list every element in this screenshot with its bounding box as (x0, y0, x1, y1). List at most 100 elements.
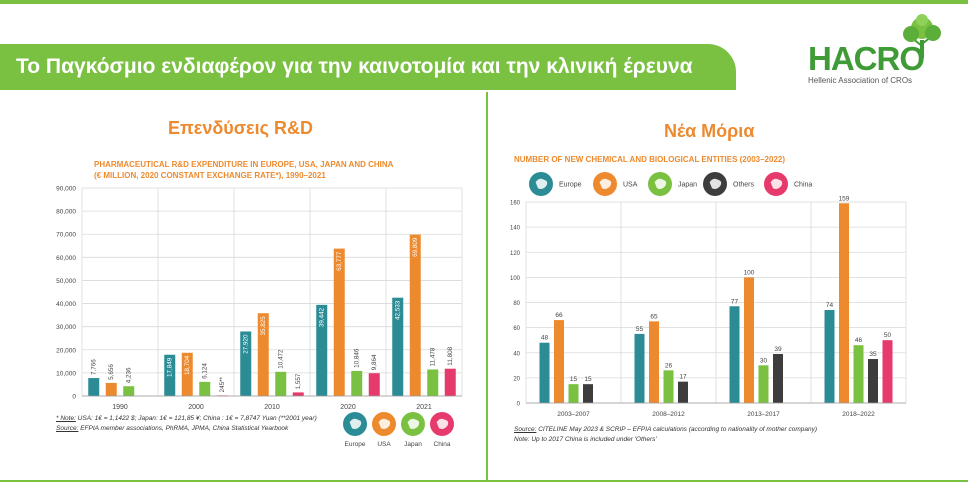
rd-source-label: Source: (56, 425, 79, 432)
bar-others (583, 384, 593, 403)
bottom-line (0, 480, 968, 482)
data-label: 48 (541, 335, 549, 342)
data-label: 42,533 (395, 300, 402, 320)
legend-japan-glyph (654, 178, 667, 189)
bar-others (868, 359, 878, 403)
bar-usa (333, 248, 345, 396)
y-tick-label: 20,000 (56, 347, 76, 354)
bar-japan (853, 345, 864, 403)
bar-china (368, 373, 380, 396)
bar-europe (88, 378, 100, 396)
data-label: 4,236 (126, 367, 133, 383)
data-label: 9,864 (371, 354, 378, 370)
y-tick-label: 30,000 (56, 324, 76, 331)
bar-japan (351, 370, 363, 396)
legend-others-glyph (709, 178, 722, 189)
bar-japan (568, 384, 579, 403)
data-label: 69,809 (412, 237, 419, 257)
nme-note-text: Note: Up to 2017 China is included under… (514, 436, 657, 443)
bar-europe (164, 354, 176, 396)
data-label: 5,656 (108, 364, 115, 380)
rd-note: * Note: USA: 1€ = 1,1422 $; Japan: 1€ = … (56, 414, 317, 434)
data-label: 6,124 (202, 363, 209, 379)
data-label: 66 (555, 312, 563, 319)
legend-europe-glyph (349, 418, 362, 429)
y-tick-label: 40,000 (56, 301, 76, 308)
data-label: 100 (744, 269, 755, 276)
bar-china (292, 392, 304, 396)
rd-heading: Επενδύσεις R&D (168, 118, 313, 138)
hacro-logo: HACRO Hellenic Association of CROs (808, 40, 958, 88)
legend-japan-label: Japan (678, 182, 697, 189)
bar-usa (554, 320, 564, 403)
y-tick-label: 90,000 (56, 186, 76, 193)
data-label: 10,846 (354, 348, 361, 368)
x-tick-label: 2003–2007 (557, 411, 590, 418)
y-tick-label: 50,000 (56, 278, 76, 285)
bar-usa (744, 277, 754, 403)
x-tick-label: 2008–2012 (652, 411, 685, 418)
bar-europe (729, 306, 740, 403)
rd-subtitle-line1: PHARMACEUTICAL R&D EXPENDITURE IN EUROPE… (94, 160, 394, 169)
bar-usa (105, 382, 117, 396)
data-label: 11,808 (447, 346, 454, 365)
bar-europe (240, 331, 252, 396)
y-tick-label: 40 (513, 351, 520, 357)
bar-japan (275, 371, 287, 396)
data-label: 10,472 (278, 349, 285, 369)
y-tick-label: 160 (510, 201, 521, 207)
rd-expenditure-chart: 0 10,000 20,000 30,000 40,000 50,000 60,000 70,… (56, 186, 463, 448)
rd-subtitle-line2: (€ MILLION, 2020 CONSTANT EXCHANGE RATE*… (94, 171, 326, 180)
bar-usa (839, 203, 849, 403)
x-tick-label: 2020 (340, 404, 356, 411)
x-tick-label: 2010 (264, 404, 280, 411)
bar-japan (663, 370, 674, 403)
legend-china-glyph (436, 418, 449, 429)
data-label: 55 (636, 326, 644, 333)
bar-japan (427, 369, 439, 396)
data-label: 18,704 (184, 355, 191, 375)
y-tick-label: 0 (517, 402, 521, 408)
rd-note-label: * Note: (56, 415, 76, 422)
data-label: 74 (826, 302, 834, 309)
data-label: 159 (839, 195, 850, 202)
bar-europe (824, 310, 835, 403)
bar-usa (257, 313, 269, 396)
bar-japan (123, 386, 135, 396)
bar-others (773, 354, 783, 403)
logo-text: HACRO (808, 40, 925, 77)
nme-subtitle: NUMBER OF NEW CHEMICAL AND BIOLOGICAL EN… (514, 155, 785, 164)
rd-source-text: EFPIA member associations, PhRMA, JPMA, … (78, 425, 289, 432)
x-tick-label: 2018–2022 (842, 411, 875, 418)
bar-china (444, 368, 456, 396)
y-tick-label: 80,000 (56, 209, 76, 216)
new-entities-chart: 0 20 40 60 80 100 120 140 160 48 66 15 15 2003–2007 55… (510, 172, 907, 418)
legend-japan-label: Japan (404, 441, 422, 448)
x-tick-label: 1990 (112, 404, 128, 411)
data-label: 39 (774, 346, 782, 353)
data-label: 17,849 (167, 357, 174, 377)
legend-usa-label: USA (623, 182, 638, 189)
x-tick-label: 2013–2017 (747, 411, 780, 418)
rd-subtitle: PHARMACEUTICAL R&D EXPENDITURE IN EUROPE… (94, 159, 393, 181)
bar-japan (758, 365, 769, 403)
y-tick-label: 140 (510, 226, 521, 232)
data-label: 245** (219, 376, 226, 392)
data-label: 15 (570, 376, 578, 383)
legend-others-label: Others (733, 182, 755, 189)
legend-usa-label: USA (377, 441, 391, 448)
data-label: 63,777 (336, 251, 343, 271)
x-tick-label: 2021 (416, 404, 432, 411)
y-tick-label: 0 (72, 394, 76, 401)
y-tick-label: 120 (510, 251, 521, 257)
nme-source-label: Source: (514, 426, 537, 433)
legend-china-label: China (794, 182, 812, 189)
legend-europe-glyph (535, 178, 548, 189)
x-tick-label: 2000 (188, 404, 204, 411)
data-label: 11,478 (430, 347, 437, 366)
rd-note-text: USA: 1€ = 1,1422 $; Japan: 1€ = 121,85 ¥… (75, 415, 317, 422)
nme-note: Source: CITELINE May 2023 & SCRIP – EFPI… (514, 425, 817, 445)
bar-others (678, 381, 688, 403)
logo-subtitle: Hellenic Association of CROs (808, 76, 913, 85)
y-tick-label: 10,000 (56, 370, 76, 377)
